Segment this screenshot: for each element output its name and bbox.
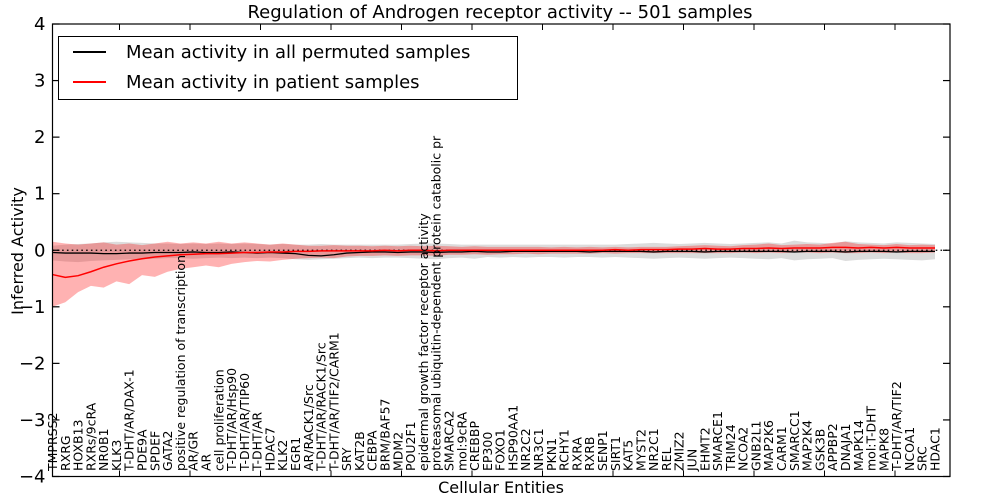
- x-category-label: GSK3B: [812, 429, 827, 471]
- x-category-label: GNB2L1: [748, 421, 763, 471]
- x-category-label: T-DHT/AR/TIF2/CARM1: [326, 332, 341, 472]
- x-category-label: proteasomal ubiquitin-dependent protein …: [429, 135, 444, 471]
- y-tick-label: −4: [19, 466, 46, 487]
- x-category-label: RXRA: [569, 437, 584, 471]
- x-category-label: epidermal growth factor receptor activit…: [416, 213, 431, 471]
- x-category-label: HOXB13: [71, 420, 86, 471]
- x-category-label: EHMT2: [697, 427, 712, 471]
- x-category-label: APPBP2: [825, 423, 840, 471]
- x-category-label: RXRG: [58, 435, 73, 471]
- x-category-label: T-DHT/AR: [250, 412, 265, 472]
- y-tick-label: 0: [34, 240, 45, 261]
- x-category-label: MDM2: [390, 432, 405, 471]
- x-category-label: TMPRSS2: [45, 413, 60, 472]
- legend-item-patient: Mean activity in patient samples: [59, 67, 517, 97]
- x-category-label: NR2C2: [518, 428, 533, 471]
- x-category-label: SPDEF: [147, 431, 162, 471]
- x-category-label: RXRB: [582, 436, 597, 471]
- x-category-label: PDE9A: [135, 429, 150, 471]
- x-category-label: JUN: [684, 449, 699, 472]
- x-category-label: CARM1: [774, 426, 789, 471]
- x-category-label: cell proliferation: [211, 369, 226, 471]
- x-category-label: KLK2: [275, 440, 290, 471]
- patient-line: [52, 246, 935, 279]
- permuted-line: [52, 250, 935, 257]
- x-category-label: T-DHT/AR/TIP60: [237, 373, 252, 472]
- x-category-label: MAP2K4: [800, 420, 815, 471]
- x-category-label: PKN1: [544, 438, 559, 471]
- x-category-label: ZMIZ2: [672, 431, 687, 471]
- legend-item-permuted: Mean activity in all permuted samples: [59, 37, 517, 67]
- x-category-label: MAPK8: [876, 428, 891, 471]
- x-category-label: T-DHT/AR/DAX-1: [122, 369, 137, 472]
- x-category-label: CREBBP: [467, 421, 482, 471]
- x-category-label: BRM/BAF57: [378, 399, 393, 471]
- x-category-label: KAT2B: [352, 431, 367, 471]
- x-category-label: CEBPA: [365, 430, 380, 471]
- y-tick-label: 1: [34, 184, 45, 205]
- x-category-label: EP300: [480, 432, 495, 471]
- x-category-label: POU2F1: [403, 421, 418, 471]
- x-category-label: MYST2: [633, 429, 648, 471]
- x-category-label: SIRT1: [608, 436, 623, 471]
- x-category-label: AR: [198, 453, 213, 471]
- legend-label-permuted: Mean activity in all permuted samples: [126, 41, 471, 63]
- x-category-label: AR/RACK1/Src: [301, 384, 316, 471]
- x-category-label: GATA2: [160, 431, 175, 471]
- x-category-label: KAT5: [621, 440, 636, 471]
- x-category-label: NCOA2: [736, 427, 751, 471]
- x-category-label: RCHY1: [557, 429, 572, 471]
- y-tick-label: 2: [34, 127, 45, 148]
- x-category-label: RXRs/9cRA: [83, 402, 98, 471]
- x-category-label: HSP90AA1: [505, 405, 520, 471]
- x-category-label: HDAC1: [928, 427, 943, 471]
- x-category-label: SRY: [339, 447, 354, 471]
- y-tick-label: 3: [34, 71, 45, 92]
- legend: Mean activity in all permuted samples Me…: [58, 36, 518, 100]
- x-category-label: SMARCC1: [787, 410, 802, 471]
- x-category-label: EGR1: [288, 437, 303, 471]
- x-category-label: T-DHT/AR/Hsp90: [224, 368, 239, 472]
- x-axis-title: Cellular Entities: [438, 478, 564, 497]
- x-category-label: SMARCE1: [710, 411, 725, 471]
- x-category-label: AR/GR: [186, 431, 201, 471]
- patient-range-band: [52, 241, 935, 307]
- x-category-label: TRIM24: [723, 424, 738, 472]
- x-category-label: HDAC7: [262, 427, 277, 471]
- x-category-label: KLK3: [109, 440, 124, 471]
- x-category-label: FOXO1: [493, 429, 508, 471]
- x-category-label: REL: [659, 447, 674, 471]
- y-tick-label: −1: [19, 297, 46, 318]
- x-category-label: DNAJA1: [838, 424, 853, 472]
- x-category-label: SRC: [915, 446, 930, 471]
- y-tick-label: −3: [19, 410, 46, 431]
- x-category-label: MAPK14: [851, 420, 866, 471]
- x-category-label: MAP2K6: [761, 420, 776, 471]
- x-category-label: NR0B1: [96, 428, 111, 471]
- x-category-label: positive regulation of transcription: [173, 255, 188, 471]
- x-category-label: NCOA1: [902, 427, 917, 471]
- x-category-label: mol:T-DHT: [864, 405, 879, 471]
- y-tick-label: −2: [19, 353, 46, 374]
- chart-title: Regulation of Androgen receptor activity…: [247, 2, 753, 23]
- y-tick-label: 4: [34, 14, 45, 35]
- x-category-label: NR2C1: [646, 428, 661, 471]
- x-category-label: SENP1: [595, 430, 610, 471]
- x-category-label: T-DHT/AR/TIF2: [889, 381, 904, 472]
- y-axis-title: Inferred Activity: [8, 187, 27, 315]
- permuted-line-swatch: [73, 51, 106, 53]
- x-category-label: NR3C1: [531, 428, 546, 471]
- patient-line-swatch: [73, 81, 106, 83]
- x-category-label: T-DHT/AR/RACK1/Src: [314, 342, 329, 472]
- x-category-label: SMARCA2: [441, 410, 456, 471]
- legend-label-patient: Mean activity in patient samples: [126, 71, 420, 93]
- x-category-label: mol:9cRA: [454, 411, 469, 471]
